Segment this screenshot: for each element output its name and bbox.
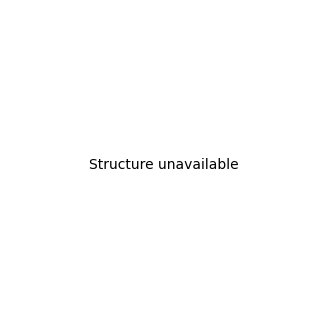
Text: Structure unavailable: Structure unavailable (89, 158, 239, 172)
